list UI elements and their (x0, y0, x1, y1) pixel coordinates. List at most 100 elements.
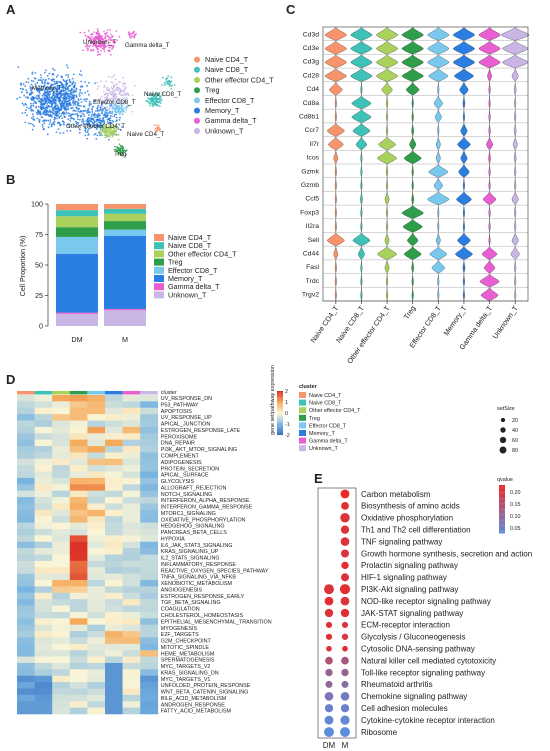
violin-shape (411, 109, 414, 123)
umap-point (84, 34, 87, 37)
umap-point (96, 88, 99, 91)
heatmap-cell (34, 631, 53, 638)
cluster-legend-label: Memory_T (309, 431, 335, 437)
umap-point (160, 95, 162, 98)
violin-shape (434, 109, 442, 123)
violin-shape (462, 287, 465, 301)
umap-point (68, 89, 71, 92)
umap-point (105, 98, 108, 100)
cluster-legend-title: cluster (299, 384, 318, 390)
heatmap-cell (17, 471, 35, 479)
violin-shape (334, 260, 337, 274)
umap-point (112, 95, 115, 97)
umap-point (54, 103, 56, 105)
kegg-term-label: Prolactin signaling pathway (361, 561, 458, 570)
umap-point (42, 78, 44, 81)
cluster-legend-swatch (299, 445, 306, 452)
heatmap-cell (105, 618, 123, 625)
umap-point (84, 45, 87, 48)
heatmap-cell (17, 669, 35, 677)
legend-swatch (154, 283, 164, 291)
umap-point (29, 105, 32, 108)
umap-point (119, 102, 122, 105)
umap-point (54, 100, 57, 103)
umap-point (70, 98, 72, 101)
umap-point (39, 98, 42, 100)
heatmap-cell (17, 560, 35, 568)
pathway-label: PROTEIN_SECRETION (161, 466, 220, 472)
violin-shape (401, 40, 424, 55)
umap-point (50, 86, 52, 89)
umap-point (146, 100, 149, 102)
kegg-term-label: ECM-receptor interaction (361, 621, 450, 630)
umap-point (62, 93, 65, 95)
heatmap-cell (69, 669, 88, 677)
heatmap-cell (105, 548, 123, 555)
umap-point (49, 119, 52, 121)
umap-point (32, 115, 35, 118)
heatmap-cell (105, 605, 123, 613)
umap-point (67, 87, 70, 90)
heatmap-cell (34, 465, 53, 472)
qvalue-step (499, 527, 505, 530)
violin-shape (411, 260, 414, 274)
heatmap-cell (105, 554, 123, 562)
violin-shape (501, 27, 530, 41)
heatmap-cell (105, 458, 123, 466)
heatmap-cell (105, 439, 123, 447)
colorscale-step (277, 391, 283, 393)
umap-point (34, 96, 36, 99)
umap-point (48, 87, 51, 90)
umap-point (123, 107, 126, 110)
heatmap-cell (69, 522, 88, 530)
umap-point (121, 104, 124, 107)
umap-point (79, 91, 82, 93)
umap-point (122, 76, 125, 79)
umap-point (91, 108, 94, 111)
violin-shape (350, 68, 373, 82)
enrichment-dot (340, 704, 350, 713)
violin-shape (350, 54, 373, 68)
umap-point (109, 91, 111, 94)
umap-point (75, 88, 78, 91)
heatmap-cell (122, 662, 141, 670)
colorscale-step (277, 428, 283, 430)
umap-point (69, 130, 72, 132)
heatmap-cell (87, 401, 106, 409)
heatmap-cell (34, 554, 53, 562)
umap-point (93, 133, 96, 136)
umap-point (106, 29, 109, 31)
setsize-dot (500, 427, 506, 433)
gene-label: Il2ra (306, 223, 319, 230)
umap-point (96, 113, 99, 116)
colorscale-step (277, 424, 283, 426)
umap-point (110, 127, 113, 129)
panel-label-c: C (286, 2, 296, 17)
colorscale-tick: 1 (285, 400, 288, 406)
heatmap-cell (69, 707, 88, 715)
heatmap-cell (105, 490, 123, 498)
umap-point (45, 105, 48, 107)
umap-point (132, 98, 135, 101)
heatmap-cell (69, 465, 88, 472)
heatmap-cell (52, 611, 71, 619)
umap-point (133, 36, 136, 39)
kegg-term-label: Oxidative phosphorylation (361, 514, 453, 523)
heatmap-cell (105, 567, 123, 574)
heatmap-cell (140, 522, 159, 530)
umap-point (69, 104, 72, 107)
umap-point (157, 101, 160, 104)
umap-point (55, 95, 57, 98)
umap-point (40, 116, 43, 119)
qvalue-step (499, 486, 505, 488)
umap-point (108, 110, 111, 113)
gene-label: Trgv2 (302, 292, 319, 299)
y-tick-label: 50 (35, 261, 43, 270)
legend-label: Naive CD4_T (168, 233, 212, 242)
umap-point (86, 119, 89, 122)
umap-point (116, 83, 118, 86)
enrichment-dot (324, 596, 334, 606)
umap-point (33, 125, 35, 127)
umap-point (106, 87, 108, 90)
violin-shape (358, 246, 365, 260)
